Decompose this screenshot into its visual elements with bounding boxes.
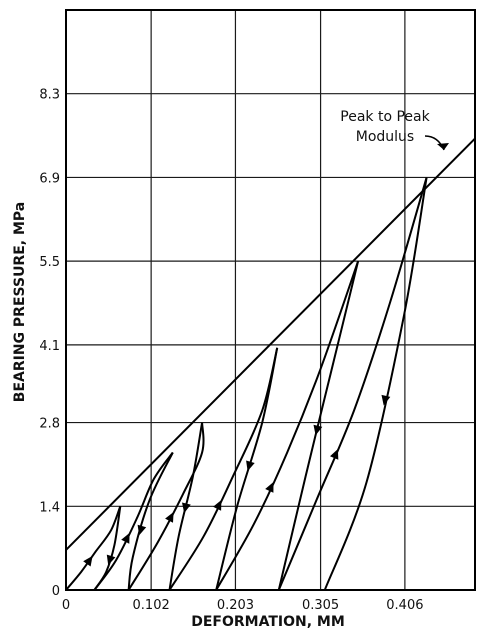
y-tick-label: 6.9 — [39, 171, 60, 186]
x-tick-label: 0 — [62, 598, 70, 613]
y-tick-label: 2.8 — [39, 417, 60, 432]
loading-arrow — [121, 532, 130, 544]
peak-to-peak-modulus-line — [65, 137, 476, 551]
unloading-curve-4 — [215, 347, 279, 591]
plot-frame — [65, 9, 476, 591]
y-tick-label: 4.1 — [39, 339, 60, 354]
loading-curve-6 — [277, 177, 428, 591]
grid — [66, 10, 475, 590]
loading-curve-4 — [168, 347, 279, 591]
loading-arrow — [330, 449, 339, 460]
unloading-arrow — [313, 424, 323, 436]
loading-curve-5 — [215, 260, 360, 591]
x-tick-label: 0.406 — [386, 598, 423, 613]
loading-curve-1 — [65, 505, 122, 591]
loading-curve-2 — [93, 451, 174, 591]
y-axis-title: BEARING PRESSURE, MPa — [12, 202, 28, 402]
unloading-arrow — [182, 502, 191, 514]
y-tick-label: 1.4 — [39, 500, 60, 515]
tick-labels: 0 0.102 0.203 0.305 0.406 0 1.4 2.8 4.1 5.5 6.9 8.3 — [39, 88, 423, 613]
annotation-leader — [424, 135, 445, 151]
unloading-arrow — [106, 554, 116, 566]
unloading-curve-5 — [277, 260, 360, 591]
y-tick-label: 0 — [52, 584, 60, 599]
loading-curve-3 — [127, 422, 205, 591]
loading-arrow — [165, 512, 174, 523]
x-tick-label: 0.102 — [133, 598, 170, 613]
y-tick-label: 5.5 — [39, 255, 60, 270]
loading-arrow — [213, 500, 222, 511]
annotation-line-1: Peak to Peak — [340, 109, 430, 125]
x-tick-label: 0.305 — [302, 598, 339, 613]
x-tick-label: 0.203 — [217, 598, 254, 613]
unloading-arrow — [246, 460, 255, 472]
annotation-arrowhead — [437, 143, 449, 150]
unloading-arrow — [381, 394, 391, 406]
data-curves — [65, 137, 476, 591]
direction-arrows — [83, 394, 391, 567]
x-axis-title: DEFORMATION, MM — [191, 614, 345, 630]
y-tick-label: 8.3 — [39, 88, 60, 103]
annotation-line-2: Modulus — [356, 129, 414, 145]
loading-arrow — [265, 482, 274, 493]
unloading-arrow — [137, 524, 147, 536]
loading-arrow — [83, 555, 93, 567]
unloading-curve-6 — [323, 177, 428, 591]
